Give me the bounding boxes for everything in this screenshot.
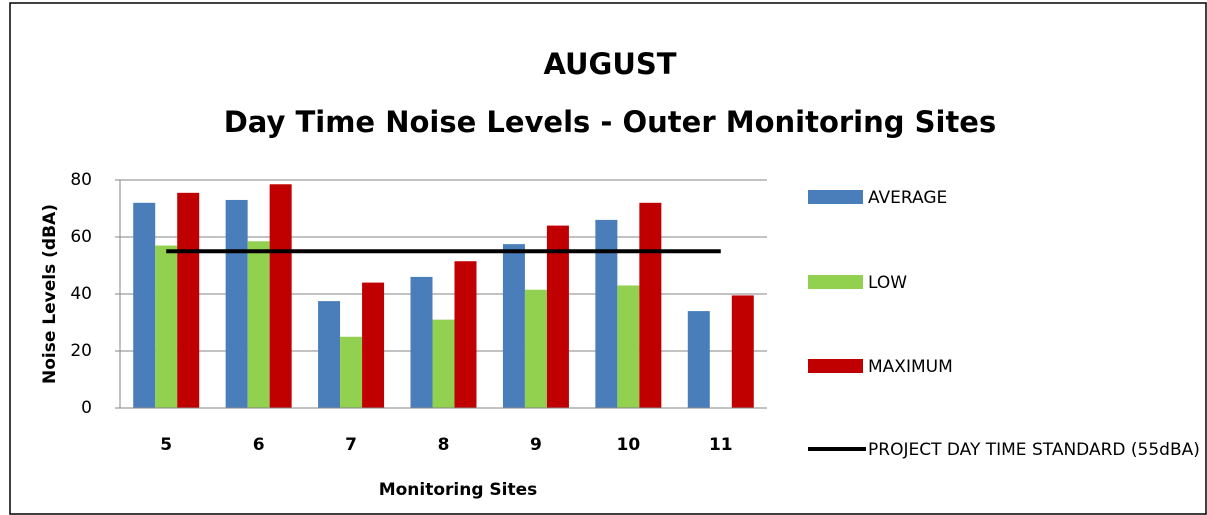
legend-swatch <box>808 359 863 373</box>
bar <box>595 219 618 408</box>
chart-subtitle: Day Time Noise Levels - Outer Monitoring… <box>224 105 997 139</box>
legend-swatch <box>808 275 863 289</box>
bar <box>432 319 455 408</box>
x-tick-label: 7 <box>345 435 357 455</box>
bar <box>340 336 363 408</box>
bar <box>247 241 270 408</box>
bar <box>362 282 385 408</box>
bar <box>524 289 547 408</box>
legend-label: LOW <box>868 273 908 293</box>
x-tick-label: 11 <box>709 435 733 455</box>
bar <box>454 261 477 408</box>
bar <box>687 311 710 408</box>
chart-title: AUGUST <box>543 47 676 81</box>
y-tick-label: 60 <box>70 227 92 247</box>
bar <box>155 245 178 408</box>
bar <box>546 225 569 408</box>
bar <box>177 192 200 408</box>
x-tick-label: 6 <box>253 435 265 455</box>
legend-label: PROJECT DAY TIME STANDARD (55dBA) <box>868 440 1200 460</box>
bar <box>133 202 156 408</box>
legend-label: MAXIMUM <box>868 357 953 377</box>
bar <box>617 285 640 408</box>
x-tick-label: 8 <box>438 435 450 455</box>
bar <box>318 301 341 408</box>
legend-swatch <box>808 190 863 204</box>
y-axis-label: Noise Levels (dBA) <box>40 204 60 384</box>
bar <box>410 276 433 408</box>
bar <box>731 295 754 408</box>
legend-label: AVERAGE <box>868 188 948 208</box>
x-axis-label: Monitoring Sites <box>379 480 538 500</box>
bar <box>225 199 248 408</box>
y-tick-label: 40 <box>70 284 92 304</box>
x-tick-label: 9 <box>530 435 542 455</box>
y-tick-label: 80 <box>70 170 92 190</box>
bar <box>639 202 662 408</box>
x-tick-label: 5 <box>160 435 172 455</box>
x-tick-label: 10 <box>617 435 641 455</box>
y-tick-label: 0 <box>81 398 92 418</box>
bar <box>502 244 525 408</box>
bar <box>269 184 292 408</box>
y-tick-label: 20 <box>70 341 92 361</box>
